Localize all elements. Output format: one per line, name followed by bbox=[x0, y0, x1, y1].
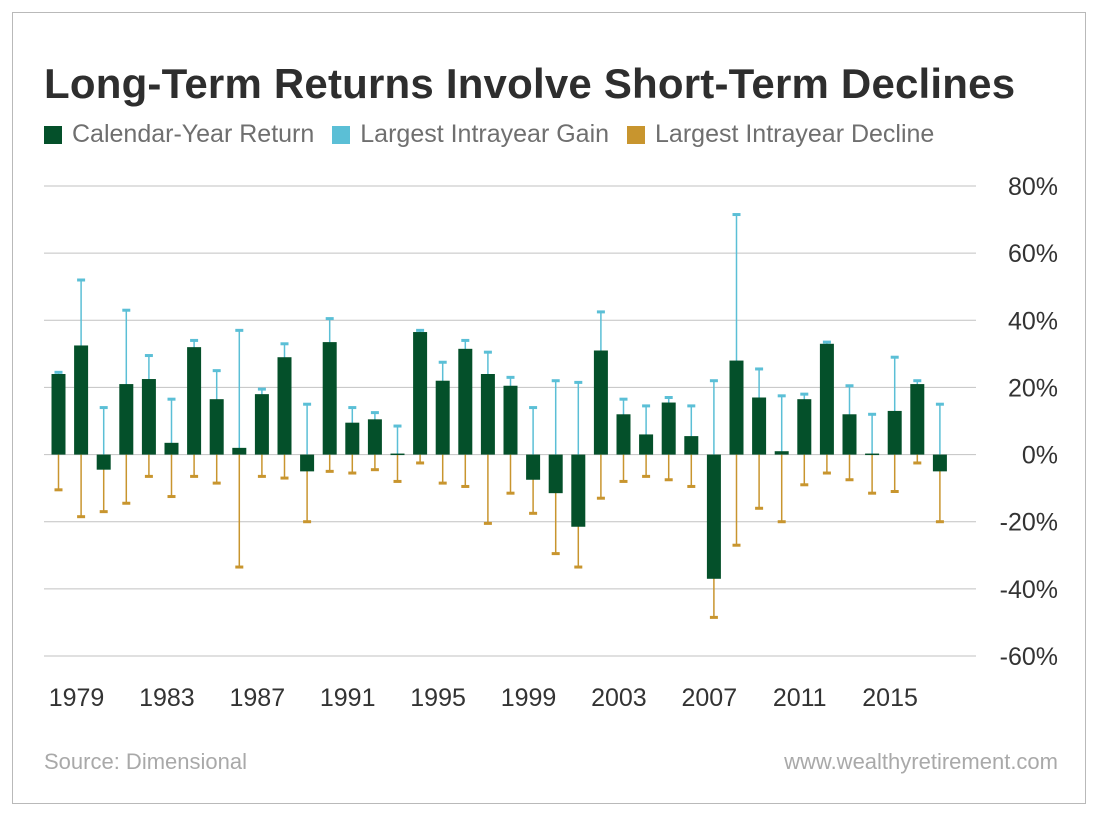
y-tick-label: 60% bbox=[1008, 240, 1058, 268]
return-bar bbox=[752, 397, 767, 455]
return-bar bbox=[232, 447, 247, 455]
legend-label-return: Calendar-Year Return bbox=[72, 120, 315, 148]
y-tick-label: 40% bbox=[1008, 307, 1058, 335]
x-tick-label: 1983 bbox=[139, 684, 195, 712]
return-bar bbox=[797, 399, 812, 455]
return-bar bbox=[209, 399, 224, 455]
bar-layer bbox=[51, 332, 947, 579]
return-bar bbox=[910, 384, 925, 455]
return-bar bbox=[277, 357, 292, 455]
return-bar bbox=[593, 350, 608, 455]
legend-swatch-gain bbox=[332, 125, 351, 144]
return-bar bbox=[548, 454, 563, 494]
return-bar bbox=[51, 374, 66, 455]
return-bar bbox=[345, 422, 360, 455]
y-tick-label: -60% bbox=[1000, 643, 1058, 671]
y-tick-label: 0% bbox=[1022, 442, 1058, 470]
return-bar bbox=[639, 434, 654, 455]
return-bar bbox=[367, 419, 382, 455]
return-bar bbox=[141, 379, 156, 455]
legend-label-gain: Largest Intrayear Gain bbox=[360, 120, 610, 148]
y-tick-label: 80% bbox=[1008, 173, 1058, 201]
return-bar bbox=[526, 454, 541, 480]
x-tick-label: 2015 bbox=[862, 684, 918, 712]
return-bar bbox=[413, 332, 428, 455]
x-tick-label: 2011 bbox=[773, 684, 827, 712]
x-tick-label: 1999 bbox=[501, 684, 557, 712]
return-bar bbox=[322, 342, 337, 455]
label-layer: 80% 60% 40% 20% 0% -20% -40% -60% 1979 1983 1987 19… bbox=[49, 173, 1058, 712]
return-bar bbox=[571, 454, 586, 527]
return-bar bbox=[706, 454, 721, 579]
chart-title: Long-Term Returns Involve Short-Term Dec… bbox=[44, 60, 1016, 107]
legend-swatch-return bbox=[44, 125, 62, 144]
return-bar bbox=[390, 453, 405, 456]
x-tick-label: 1987 bbox=[229, 684, 285, 712]
x-tick-label: 1979 bbox=[49, 684, 105, 712]
legend-item-gain: Largest Intrayear Gain bbox=[332, 120, 609, 149]
return-bar bbox=[887, 410, 902, 455]
return-bar bbox=[774, 451, 789, 455]
return-bar bbox=[458, 348, 473, 455]
return-bar bbox=[661, 402, 676, 455]
x-tick-label: 1995 bbox=[410, 684, 466, 712]
website-link[interactable]: www.wealthyretirement.com bbox=[784, 749, 1058, 774]
return-bar bbox=[187, 347, 202, 455]
x-tick-label: 2003 bbox=[591, 684, 647, 712]
return-bar bbox=[300, 454, 315, 472]
legend-swatch-decline bbox=[627, 125, 646, 144]
legend-label-decline: Largest Intrayear Decline bbox=[655, 120, 935, 148]
return-bar bbox=[96, 454, 111, 470]
return-bar bbox=[254, 394, 269, 455]
y-tick-label: -40% bbox=[1000, 576, 1058, 604]
source-note: Source: Dimensional bbox=[44, 749, 247, 774]
return-bar bbox=[865, 453, 880, 456]
legend-item-decline: Largest Intrayear Decline bbox=[627, 120, 934, 149]
return-bar bbox=[729, 360, 744, 455]
return-bar bbox=[74, 345, 89, 455]
return-bar bbox=[842, 414, 857, 455]
return-bar bbox=[164, 442, 179, 455]
chart-legend: Calendar-Year Return Largest Intrayear G… bbox=[44, 120, 952, 149]
legend-item-return: Calendar-Year Return bbox=[44, 120, 314, 149]
return-bar bbox=[932, 454, 947, 472]
y-tick-label: 20% bbox=[1008, 374, 1058, 402]
y-tick-label: -20% bbox=[1000, 509, 1058, 537]
return-bar bbox=[819, 343, 834, 455]
return-bar bbox=[119, 384, 134, 455]
return-bar bbox=[684, 436, 699, 455]
return-bar bbox=[616, 414, 631, 455]
x-tick-label: 2007 bbox=[681, 684, 737, 712]
return-bar bbox=[435, 380, 450, 455]
return-bar bbox=[503, 385, 518, 455]
x-tick-label: 1991 bbox=[320, 684, 376, 712]
return-bar bbox=[480, 374, 495, 455]
